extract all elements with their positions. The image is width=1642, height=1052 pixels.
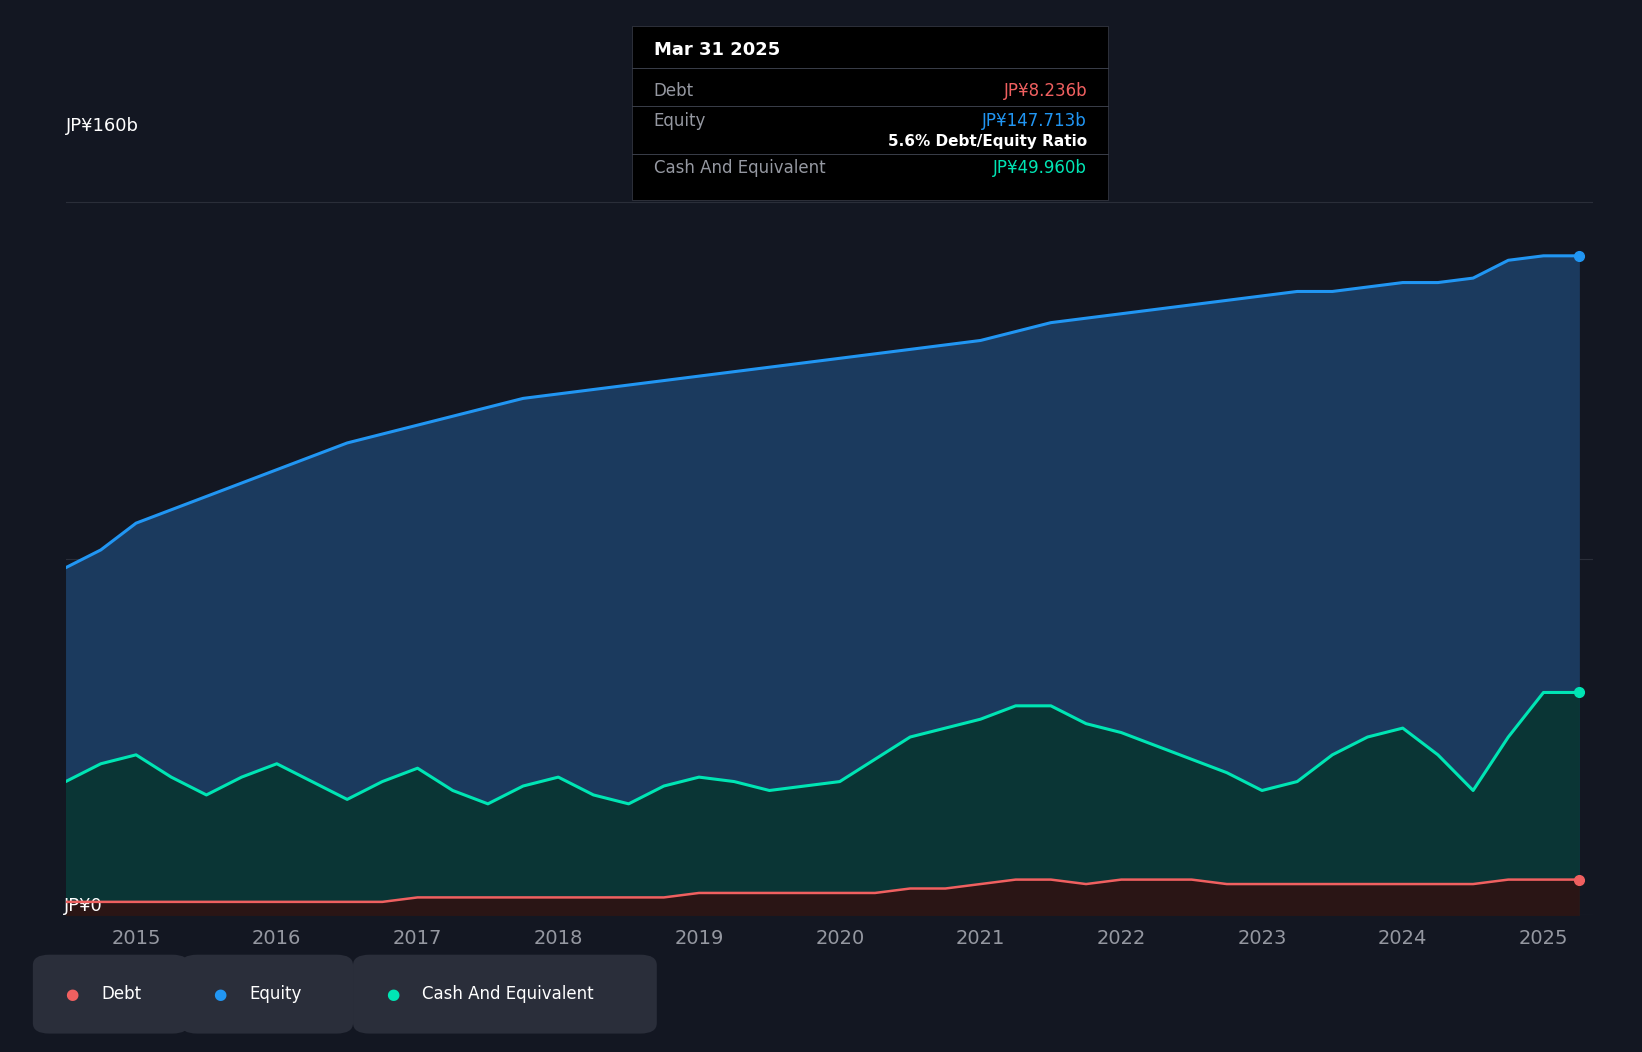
Text: ●: ● [386, 987, 399, 1002]
Text: 5.6% Debt/Equity Ratio: 5.6% Debt/Equity Ratio [888, 134, 1087, 149]
Text: ●: ● [66, 987, 79, 1002]
Text: Debt: Debt [102, 985, 141, 1004]
Text: JP¥147.713b: JP¥147.713b [982, 113, 1087, 130]
Text: Equity: Equity [654, 113, 706, 130]
Text: JP¥8.236b: JP¥8.236b [1003, 82, 1087, 100]
Text: ●: ● [213, 987, 227, 1002]
Text: Cash And Equivalent: Cash And Equivalent [422, 985, 594, 1004]
Text: JP¥49.960b: JP¥49.960b [993, 159, 1087, 177]
Text: JP¥0: JP¥0 [64, 897, 103, 915]
Text: Debt: Debt [654, 82, 693, 100]
Text: Equity: Equity [250, 985, 302, 1004]
Text: Mar 31 2025: Mar 31 2025 [654, 41, 780, 59]
Text: Cash And Equivalent: Cash And Equivalent [654, 159, 826, 177]
Text: JP¥160b: JP¥160b [66, 117, 138, 135]
